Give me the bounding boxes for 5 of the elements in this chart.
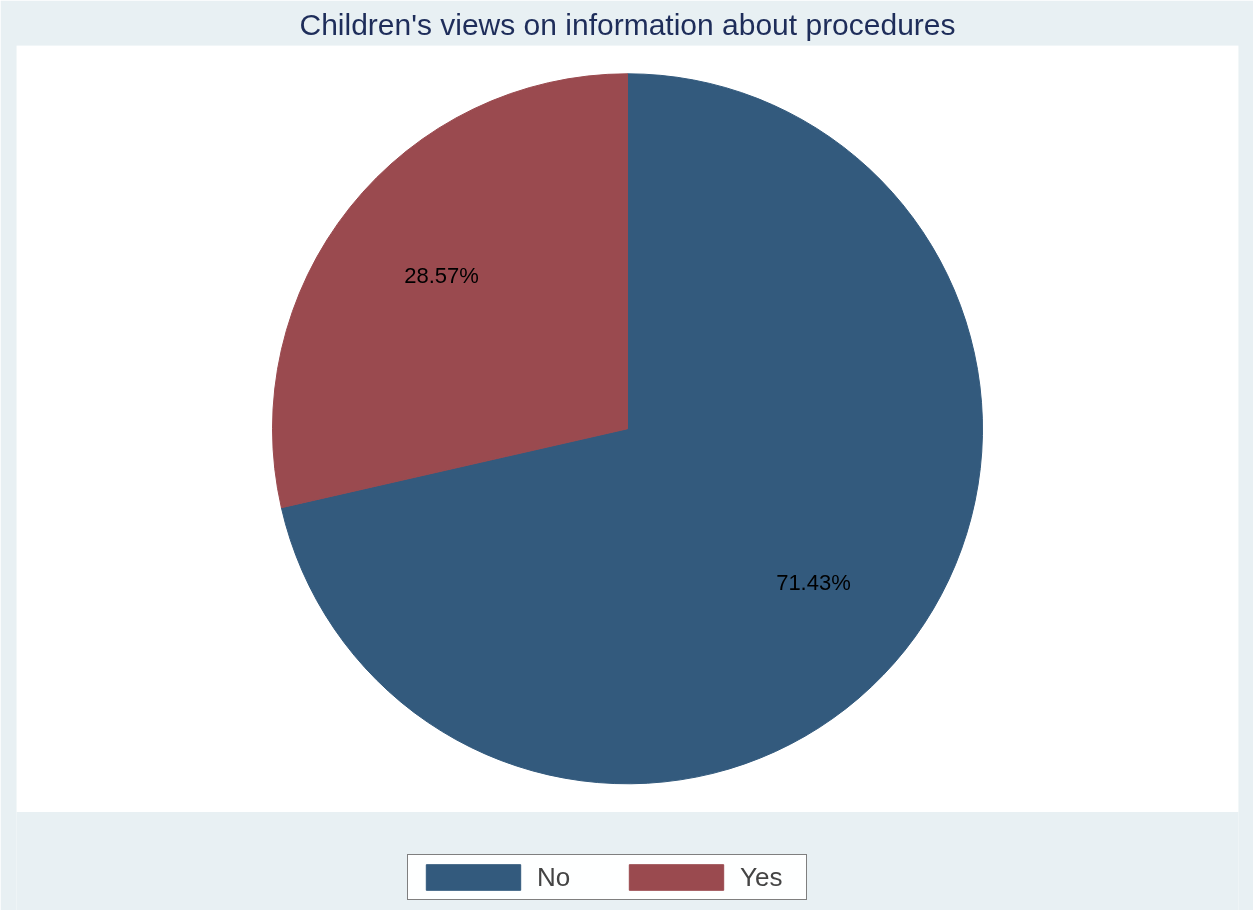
data-label: 28.57% [404,262,479,288]
chart-title: Children's views on information about procedures [299,7,956,41]
legend-label: Yes [740,861,784,893]
data-label: 71.43% [776,569,851,595]
legend-label: No [537,861,572,893]
